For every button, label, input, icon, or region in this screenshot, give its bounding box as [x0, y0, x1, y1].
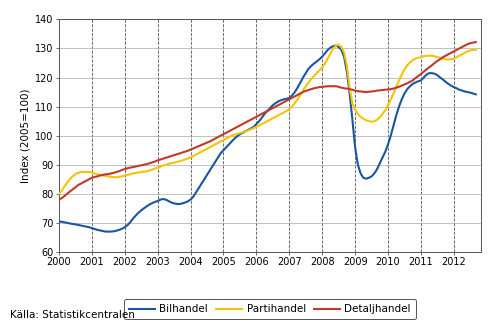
Line: Bilhandel: Bilhandel — [59, 46, 476, 232]
Detaljhandel — [467, 41, 473, 45]
Partihandel — [56, 192, 62, 196]
Bilhandel — [56, 220, 62, 224]
Detaljhandel — [350, 88, 355, 92]
Detaljhandel — [240, 122, 246, 126]
Detaljhandel — [56, 198, 62, 202]
Line: Partihandel: Partihandel — [59, 45, 476, 194]
Bilhandel — [103, 230, 109, 234]
Detaljhandel — [111, 171, 117, 175]
Bilhandel — [407, 84, 413, 88]
Bilhandel — [333, 44, 339, 47]
Partihandel — [240, 130, 246, 134]
Y-axis label: Index (2005=100): Index (2005=100) — [21, 89, 31, 183]
Partihandel — [473, 48, 479, 52]
Bilhandel — [355, 163, 361, 167]
Line: Detaljhandel: Detaljhandel — [59, 42, 476, 200]
Detaljhandel — [473, 40, 479, 44]
Bilhandel — [83, 225, 89, 229]
Text: Källa: Statistikcentralen: Källa: Statistikcentralen — [10, 310, 135, 320]
Legend: Bilhandel, Partihandel, Detaljhandel: Bilhandel, Partihandel, Detaljhandel — [124, 299, 416, 319]
Detaljhandel — [83, 179, 89, 183]
Bilhandel — [113, 229, 119, 233]
Bilhandel — [459, 89, 465, 92]
Bilhandel — [243, 130, 248, 133]
Bilhandel — [473, 92, 479, 96]
Partihandel — [83, 170, 89, 174]
Partihandel — [111, 175, 117, 179]
Partihandel — [470, 48, 476, 52]
Partihandel — [336, 43, 342, 47]
Partihandel — [352, 108, 358, 111]
Detaljhandel — [402, 83, 408, 87]
Partihandel — [404, 63, 410, 67]
